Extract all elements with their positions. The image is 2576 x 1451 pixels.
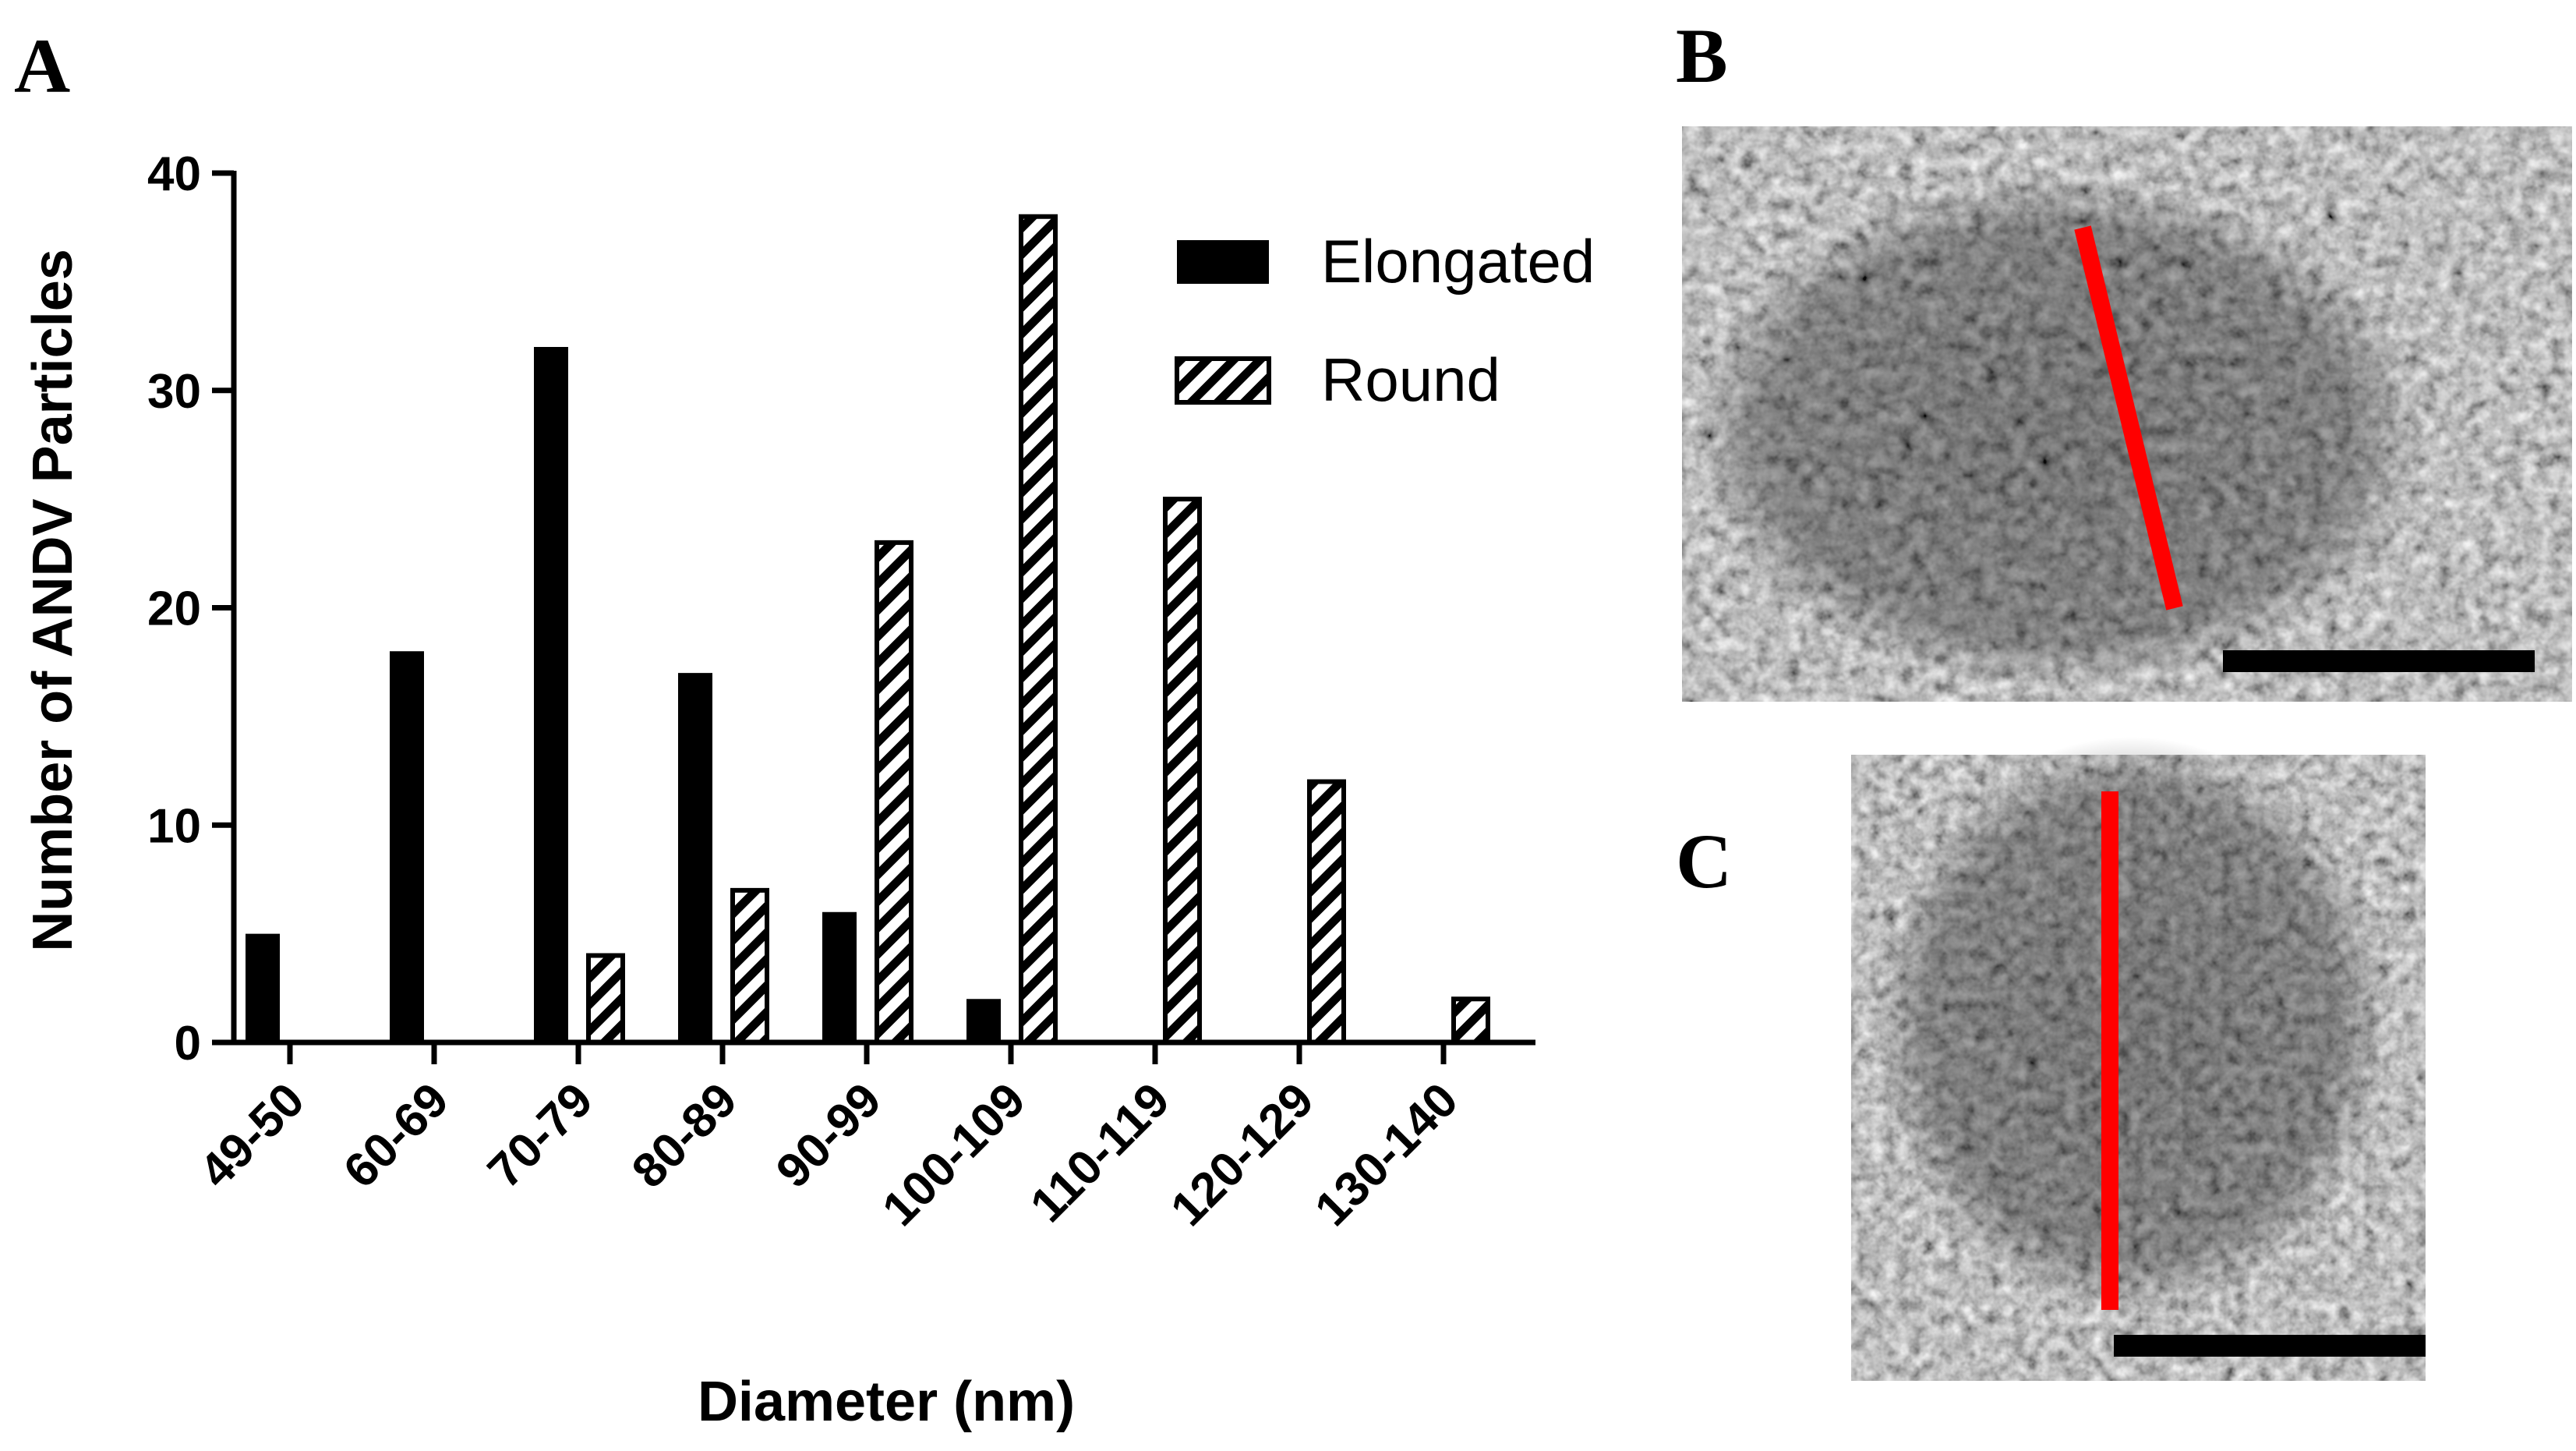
x-tick-label: 130-140 <box>1305 1073 1468 1237</box>
bar-elongated-49-50 <box>246 933 280 1042</box>
panel-label-c: C <box>1676 818 1732 904</box>
y-axis-title: Number of ANDV Particles <box>22 249 84 952</box>
bars <box>246 214 1490 1045</box>
legend: Elongated Round <box>1175 227 1595 414</box>
bar-round-70-79 <box>586 953 625 1045</box>
legend-label-elongated: Elongated <box>1321 227 1595 296</box>
x-tick-label: 70-79 <box>478 1073 603 1198</box>
x-tick-label: 110-119 <box>1020 1073 1180 1233</box>
y-tick-label: 30 <box>147 365 201 419</box>
x-ticks: 49-50 60-69 70-79 80-89 90-99100-109110-1191… <box>189 1042 1468 1237</box>
micrograph-b <box>1682 126 2572 702</box>
diameter-marker-b <box>2074 225 2183 610</box>
y-ticks: 0 10 20 30 40 <box>147 147 234 1071</box>
scale-bar-c <box>2114 1335 2426 1357</box>
bar-elongated-90-99 <box>822 911 857 1042</box>
bar-elongated-60-69 <box>390 651 424 1042</box>
particle-b <box>1691 175 2424 690</box>
legend-swatch-round <box>1175 356 1271 405</box>
y-tick-label: 20 <box>147 582 201 636</box>
scale-bar-b <box>2223 650 2535 672</box>
legend-label-round: Round <box>1321 345 1500 414</box>
legend-swatch-elongated <box>1177 240 1269 284</box>
x-axis-title: Diameter (nm) <box>698 1371 1075 1433</box>
y-tick-label: 0 <box>175 1017 201 1071</box>
x-tick-label: 100-109 <box>872 1073 1036 1237</box>
panel-label-b: B <box>1676 12 1728 99</box>
x-tick-label: 80-89 <box>622 1073 747 1198</box>
panel-label-a: A <box>14 23 70 109</box>
x-tick-label: 60-69 <box>334 1073 459 1198</box>
x-tick-label: 90-99 <box>766 1073 892 1198</box>
bar-round-100-109 <box>1019 214 1058 1045</box>
y-tick-label: 40 <box>147 147 201 201</box>
bar-round-110-119 <box>1163 497 1202 1045</box>
x-tick-label: 120-129 <box>1161 1073 1324 1237</box>
bar-round-120-129 <box>1307 779 1346 1045</box>
x-tick-label: 49-50 <box>189 1073 315 1198</box>
bar-round-80-89 <box>730 887 769 1045</box>
y-tick-label: 10 <box>147 799 201 853</box>
particle-c <box>1875 737 2389 1314</box>
bar-round-130-140 <box>1451 996 1490 1045</box>
bar-elongated-100-109 <box>966 999 1001 1042</box>
bar-round-90-99 <box>875 540 913 1045</box>
bar-elongated-70-79 <box>534 347 568 1042</box>
bar-elongated-80-89 <box>678 673 712 1042</box>
micrograph-c <box>1851 737 2426 1381</box>
bar-chart: 0 10 20 30 40 49-50 60-69 70-79 80-89 90-99100-1… <box>22 147 1595 1433</box>
